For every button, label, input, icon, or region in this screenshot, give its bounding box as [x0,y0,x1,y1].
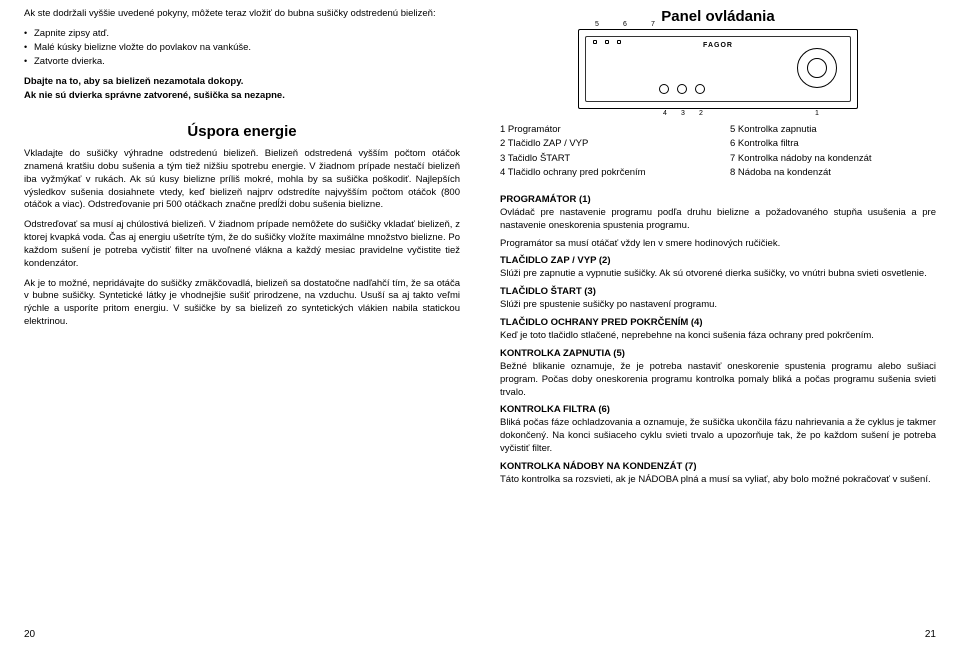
led-indicator [593,40,597,44]
energy-para-1: Vkladajte do sušičky výhradne odstredenú… [24,148,460,212]
legend-columns: 1 Programátor 2 Tlačidlo ZAP / VYP 3 Tač… [500,123,936,180]
energy-para-3: Ak je to možné, nepridávajte do sušičky … [24,278,460,329]
page-right: Panel ovládania FAGOR 5 6 7 4 3 2 1 1 Pr… [480,0,960,646]
callout-1: 1 [815,110,819,117]
section-paragraph: Bežné blikanie oznamuje, že je potreba n… [500,361,936,399]
panel-button-icon [659,84,669,94]
section-heading: PROGRAMÁTOR (1) [500,194,936,205]
legend-item: 2 Tlačidlo ZAP / VYP [500,137,706,151]
section-paragraph: Programátor sa musí otáčať vždy len v sm… [500,238,936,251]
section-heading: TLAČIDLO ZAP / VYP (2) [500,255,936,266]
section-heading: TLAČIDLO OCHRANY PRED POKRČENÍM (4) [500,317,936,328]
legend-item: 1 Programátor [500,123,706,137]
section-paragraph: Ovládač pre nastavenie programu podľa dr… [500,207,936,233]
callout-4: 4 [663,110,667,117]
callout-6: 6 [623,21,627,28]
panel-title: Panel ovládania [500,8,936,25]
legend-col-right: 5 Kontrolka zapnutia 6 Kontrolka filtra … [730,123,936,180]
program-dial-icon [797,48,837,88]
button-row [659,84,705,94]
section-paragraph: Slúži pre spustenie sušičky po nastavení… [500,299,936,312]
control-panel-figure: FAGOR 5 6 7 4 3 2 1 [578,29,858,109]
callout-3: 3 [681,110,685,117]
legend-item: 6 Kontrolka filtra [730,137,936,151]
page-left: Ak ste dodržali vyššie uvedené pokyny, m… [0,0,480,646]
list-item: Zapnite zipsy atď. [24,27,460,41]
led-indicator [605,40,609,44]
sections-container: PROGRAMÁTOR (1) Ovládač pre nastavenie pr… [500,190,936,492]
legend-item: 3 Tačidlo ŠTART [500,152,706,166]
section-heading: KONTROLKA FILTRA (6) [500,404,936,415]
bullet-list: Zapnite zipsy atď. Malé kúsky bielizne v… [24,27,460,70]
section-paragraph: Keď je toto tlačidlo stlačené, neprebehn… [500,330,936,343]
brand-label: FAGOR [703,42,733,49]
bold-note-1: Dbajte na to, aby sa bielizeň nezamotala… [24,76,460,89]
list-item: Zatvorte dvierka. [24,55,460,69]
callout-5: 5 [595,21,599,28]
panel-button-icon [677,84,687,94]
bold-note-2: Ak nie sú dvierka správne zatvorené, suš… [24,90,460,103]
legend-item: 4 Tlačidlo ochrany pred pokrčením [500,166,706,180]
section-paragraph: Slúži pre zapnutie a vypnutie sušičky. A… [500,268,936,281]
led-row [593,40,621,44]
legend-col-left: 1 Programátor 2 Tlačidlo ZAP / VYP 3 Tač… [500,123,706,180]
legend-item: 7 Kontrolka nádoby na kondenzát [730,152,936,166]
legend-item: 8 Nádoba na kondenzát [730,166,936,180]
section-title-energy: Úspora energie [24,123,460,140]
section-heading: TLAČIDLO ŠTART (3) [500,286,936,297]
list-item: Malé kúsky bielizne vložte do povlakov n… [24,41,460,55]
callout-7: 7 [651,21,655,28]
intro-text: Ak ste dodržali vyššie uvedené pokyny, m… [24,8,460,21]
legend-item: 5 Kontrolka zapnutia [730,123,936,137]
page-number-left: 20 [24,629,35,640]
page-number-right: 21 [925,629,936,640]
callout-2: 2 [699,110,703,117]
led-indicator [617,40,621,44]
section-paragraph: Bliká počas fáze ochladzovania a oznamuj… [500,417,936,455]
section-paragraph: Táto kontrolka sa rozsvieti, ak je NÁDOB… [500,474,936,487]
section-heading: KONTROLKA ZAPNUTIA (5) [500,348,936,359]
panel-button-icon [695,84,705,94]
section-heading: KONTROLKA NÁDOBY NA KONDENZÁT (7) [500,461,936,472]
energy-para-2: Odstreďovať sa musí aj chúlostivá bieliz… [24,219,460,270]
